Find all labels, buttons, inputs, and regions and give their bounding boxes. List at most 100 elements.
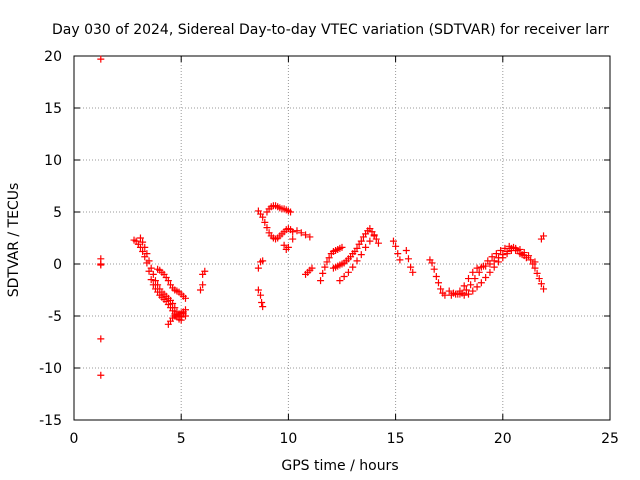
- data-point: [445, 287, 453, 295]
- y-tick-label: 5: [53, 205, 62, 221]
- data-point: [486, 260, 494, 268]
- grid-lines: [74, 56, 610, 420]
- data-point: [151, 277, 159, 285]
- data-point: [199, 281, 207, 289]
- data-point: [482, 274, 490, 282]
- data-point: [490, 263, 498, 271]
- data-point: [396, 256, 404, 264]
- series-pass-11: [302, 264, 316, 278]
- x-tick-label: 5: [177, 431, 186, 447]
- data-point: [507, 246, 515, 254]
- series-pass-6: [196, 267, 209, 294]
- data-point: [464, 275, 472, 283]
- data-point: [490, 257, 498, 265]
- data-point: [456, 290, 464, 298]
- data-point: [512, 244, 520, 252]
- data-point: [338, 243, 346, 251]
- data-point: [430, 265, 438, 273]
- data-point: [325, 254, 333, 262]
- data-point: [261, 218, 269, 226]
- x-tick-label: 10: [279, 431, 297, 447]
- data-point: [308, 264, 316, 272]
- series-pass-10: [280, 227, 314, 253]
- data-point: [475, 268, 483, 276]
- data-point: [302, 231, 310, 239]
- data-point: [535, 275, 543, 283]
- data-point: [407, 263, 415, 271]
- data-point: [404, 255, 412, 263]
- x-tick-label: 25: [601, 431, 619, 447]
- data-point: [147, 264, 155, 272]
- data-point: [374, 239, 382, 247]
- data-point: [467, 281, 475, 289]
- data-point: [432, 272, 440, 280]
- series-pass-20: [529, 232, 548, 293]
- data-point: [402, 246, 410, 254]
- data-point: [147, 276, 155, 284]
- data-point: [259, 257, 267, 265]
- data-point: [201, 267, 209, 275]
- data-point: [97, 55, 105, 63]
- data-point: [434, 279, 442, 287]
- data-point: [497, 246, 505, 254]
- data-point: [349, 263, 357, 271]
- x-tick-label: 20: [494, 431, 512, 447]
- chart-title: Day 030 of 2024, Sidereal Day-to-day VTE…: [52, 22, 609, 38]
- y-tick-label: 10: [44, 153, 62, 169]
- data-point: [394, 250, 402, 258]
- data-point: [520, 249, 528, 257]
- y-tick-label: 20: [44, 49, 62, 65]
- data-point: [169, 300, 177, 308]
- y-tick-label: 15: [44, 101, 62, 117]
- data-point: [370, 232, 378, 240]
- data-point: [473, 283, 481, 291]
- x-tick-label: 0: [70, 431, 79, 447]
- data-point: [529, 260, 537, 268]
- data-point: [289, 235, 297, 243]
- data-point: [531, 264, 539, 272]
- data-point: [97, 261, 105, 269]
- x-tick-label: 15: [387, 431, 405, 447]
- data-point: [488, 253, 496, 261]
- data-point: [263, 224, 271, 232]
- series-pass-19: [456, 244, 533, 299]
- data-point: [495, 258, 503, 266]
- data-point: [392, 242, 400, 250]
- data-point: [503, 250, 511, 258]
- series-pass-3: [136, 234, 185, 324]
- data-point: [280, 241, 288, 249]
- plot-frame: [73, 55, 611, 421]
- y-tick-label: -5: [48, 309, 62, 325]
- data-point: [428, 259, 436, 267]
- data-point: [389, 237, 397, 245]
- series-pass-16: [426, 256, 449, 299]
- series-pass-8: [254, 207, 297, 243]
- data-point: [297, 229, 305, 237]
- data-point: [254, 286, 262, 294]
- data-point: [366, 237, 374, 245]
- y-tick-label: -15: [39, 413, 62, 429]
- data-point: [353, 257, 361, 265]
- data-point: [259, 303, 267, 311]
- data-point: [171, 304, 179, 312]
- data-point: [482, 262, 490, 270]
- series-pass-9: [263, 202, 295, 216]
- data-point: [477, 263, 485, 271]
- y-tick-label: -10: [39, 361, 62, 377]
- data-point: [258, 298, 266, 306]
- data-point: [181, 306, 189, 314]
- data-point: [177, 316, 185, 324]
- y-axis-label: SDTVAR / TECUs: [6, 183, 22, 298]
- data-point: [357, 251, 365, 259]
- data-point: [409, 268, 417, 276]
- data-point: [284, 243, 292, 251]
- data-point: [362, 243, 370, 251]
- data-point: [357, 237, 365, 245]
- data-points: [97, 55, 548, 379]
- data-point: [533, 269, 541, 277]
- data-point: [486, 268, 494, 276]
- data-point: [473, 264, 481, 272]
- data-point: [164, 277, 172, 285]
- data-point: [139, 248, 147, 256]
